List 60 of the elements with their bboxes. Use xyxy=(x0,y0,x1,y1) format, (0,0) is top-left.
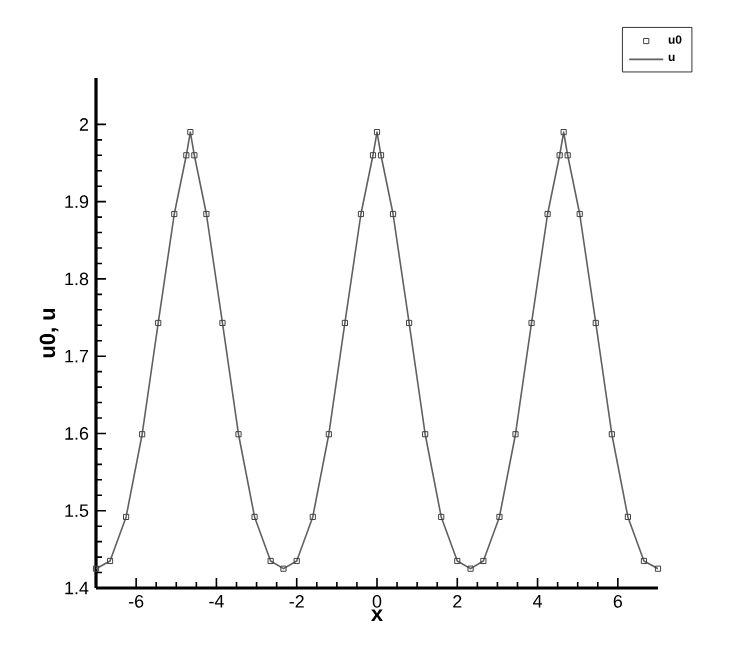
point xyxy=(309,513,316,520)
point xyxy=(139,431,146,438)
point xyxy=(191,152,198,159)
point xyxy=(377,152,385,159)
line-series xyxy=(96,131,658,570)
point xyxy=(560,129,567,136)
point xyxy=(556,152,563,159)
point xyxy=(280,565,287,572)
x-tick-label: -2 xyxy=(289,595,304,608)
point xyxy=(293,557,300,565)
point xyxy=(640,557,648,565)
x-tick-label: 4 xyxy=(532,595,543,608)
point xyxy=(325,431,332,438)
point xyxy=(564,152,571,159)
point xyxy=(467,565,474,572)
point xyxy=(544,210,551,218)
point xyxy=(480,557,487,565)
point xyxy=(341,319,348,327)
point xyxy=(92,565,100,572)
point xyxy=(608,431,615,438)
y-tick-label: 1.6 xyxy=(65,427,89,440)
point xyxy=(369,152,377,159)
x-tick-label: 0 xyxy=(372,595,382,608)
point xyxy=(183,152,190,159)
point xyxy=(624,513,631,520)
x-tick-label: 6 xyxy=(613,595,623,608)
y-tick-label: 1.8 xyxy=(65,272,89,286)
point xyxy=(438,513,445,520)
y-tick-label: 1.9 xyxy=(65,195,89,208)
point xyxy=(576,210,583,218)
point xyxy=(203,210,210,218)
y-tick-label: 1.4 xyxy=(65,581,89,595)
point xyxy=(251,513,258,520)
point xyxy=(454,557,461,565)
y-tick-label: 2 xyxy=(79,118,89,131)
point xyxy=(528,319,535,327)
point xyxy=(496,513,503,520)
y-tick-label: 1.7 xyxy=(65,350,89,363)
point xyxy=(512,431,519,438)
point xyxy=(267,557,274,565)
point xyxy=(592,319,599,327)
x-tick-label: -6 xyxy=(128,595,144,608)
point xyxy=(123,513,130,520)
point xyxy=(389,210,397,218)
point xyxy=(187,129,194,136)
point xyxy=(422,431,429,438)
point xyxy=(654,565,662,572)
point xyxy=(357,210,365,218)
point xyxy=(219,319,226,327)
y-tick-label: 1.5 xyxy=(65,504,89,517)
point xyxy=(106,557,114,565)
point xyxy=(235,431,242,438)
x-tick-label: -4 xyxy=(209,595,224,608)
point xyxy=(406,319,413,327)
x-tick-label: 2 xyxy=(453,595,462,608)
x-axis-title: x xyxy=(371,609,383,622)
point xyxy=(171,210,178,218)
point xyxy=(155,319,162,327)
point xyxy=(373,129,381,136)
y-axis-title: u0, u xyxy=(39,308,59,358)
